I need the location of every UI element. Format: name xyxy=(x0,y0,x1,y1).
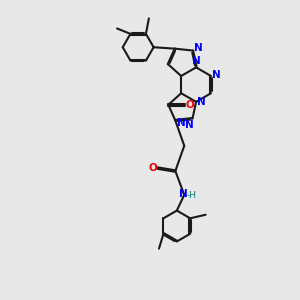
Text: O: O xyxy=(185,100,194,110)
Text: N: N xyxy=(194,43,203,52)
Text: N: N xyxy=(185,120,194,130)
Text: N: N xyxy=(179,189,188,199)
Text: O: O xyxy=(148,163,157,173)
Text: N: N xyxy=(212,70,220,80)
Text: -H: -H xyxy=(186,191,196,200)
Text: N: N xyxy=(197,97,206,107)
Text: N: N xyxy=(177,118,186,128)
Text: N: N xyxy=(192,56,200,66)
